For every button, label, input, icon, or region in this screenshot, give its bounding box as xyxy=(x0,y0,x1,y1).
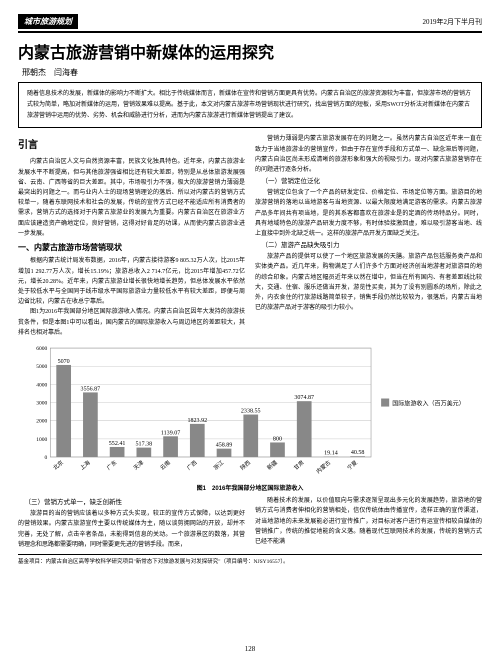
body-columns-top: 引言 内蒙古自治区人文与自然资源丰富，民族文化独具特色。近年来，内蒙古旅游业发展… xyxy=(18,134,482,338)
page-number: 128 xyxy=(0,645,500,653)
svg-text:4000: 4000 xyxy=(36,382,47,388)
abstract-text: 随着信息技术的发展，新媒体的影响力不断扩大。相比于传统媒体而言，新媒体在宣传和营… xyxy=(27,91,471,119)
footer-note: 基金项目：内蒙古自治区高等学校科学研究项目"新常态下对旅游发展与对发探研究"（项… xyxy=(18,554,482,567)
svg-text:天津: 天津 xyxy=(132,459,145,472)
sub-3-heading: （三）营销方式单一，缺乏创新性 xyxy=(18,497,245,508)
section-1-p1: 根据内蒙古统计局发布数据，2016年，内蒙古接待游客9 805.32万人次，比2… xyxy=(18,256,245,307)
article-title: 内蒙古旅游营销中新媒体的运用探究 xyxy=(18,39,482,63)
svg-text:内蒙古: 内蒙古 xyxy=(314,458,332,475)
bottom-left-body: 旅游目的当的营销应该着以多种方式头实现，较正的宣传方式保障，以达到更好的营销效果… xyxy=(18,509,245,550)
svg-text:新疆: 新疆 xyxy=(265,458,279,472)
svg-text:1000: 1000 xyxy=(36,437,47,443)
intro-body: 内蒙古自治区人文与自然资源丰富，民族文化独具特色。近年来，内蒙古旅游业发展水平不… xyxy=(18,157,245,239)
page-header: 城市旅游规划 2019年2月下半月刊 xyxy=(18,14,482,33)
svg-text:40.58: 40.58 xyxy=(351,450,365,456)
right-column: 营销力薄弱是内蒙古旅游发展存在的问题之一。虽然内蒙古自治区近年来一直在致力于当地… xyxy=(255,134,482,338)
intro-heading: 引言 xyxy=(18,137,245,154)
sub-2-heading: （二）旅游产品缺失吸引力 xyxy=(255,240,482,251)
svg-text:广东: 广东 xyxy=(105,458,119,472)
section-1-p2: 图1为2016年我国部分地区国际旅游收入情况。内蒙古自治区因年大发持的旅游扶贫条… xyxy=(18,307,245,338)
right-p1: 营销定位包含了一个产品的研发定位、价格定位、市场定位等方面。旅游目的地旅游营销的… xyxy=(255,188,482,239)
svg-text:3556.87: 3556.87 xyxy=(81,386,101,392)
svg-text:517.38: 517.38 xyxy=(136,442,153,448)
svg-text:北京: 北京 xyxy=(51,458,65,472)
right-p2: 旅游产品的提供可以使了一个地区旅游发展的天膳。旅游产品包括服务类产品和实体类产品… xyxy=(255,252,482,313)
svg-text:6000: 6000 xyxy=(36,346,47,352)
svg-text:3000: 3000 xyxy=(36,401,47,407)
left-column: 引言 内蒙古自治区人文与自然资源丰富，民族文化独具特色。近年来，内蒙古旅游业发展… xyxy=(18,134,245,338)
svg-text:宁夏: 宁夏 xyxy=(345,458,359,472)
svg-text:2000: 2000 xyxy=(36,419,47,425)
svg-text:陕西: 陕西 xyxy=(238,458,252,472)
svg-text:上海: 上海 xyxy=(78,458,92,472)
sub-1-heading: （一）营销定位泛化 xyxy=(255,176,482,187)
svg-text:552.41: 552.41 xyxy=(109,441,126,447)
svg-text:0: 0 xyxy=(45,455,48,461)
svg-text:1823.92: 1823.92 xyxy=(187,418,207,424)
bottom-right-column: 随着技术的发展，以价值取向与需求逐渐呈现出多元化的发展趋势，旅游地的营销方式与消… xyxy=(255,496,482,550)
svg-text:2338.55: 2338.55 xyxy=(241,409,261,415)
svg-text:458.89: 458.89 xyxy=(216,443,233,449)
section-1-heading: 一、内蒙古旅游市场营销现状 xyxy=(18,241,245,255)
svg-text:3074.87: 3074.87 xyxy=(294,395,314,401)
body-columns-bottom: （三）营销方式单一，缺乏创新性 旅游目的当的营销应该着以多种方式头实现，较正的宣… xyxy=(18,496,482,550)
chart-caption: 图1 2016年我国部分地区国际旅游收入 xyxy=(18,483,482,492)
svg-text:云南: 云南 xyxy=(158,458,172,472)
svg-text:国际旅游收入（百万美元）: 国际旅游收入（百万美元） xyxy=(392,400,465,408)
svg-text:1139.07: 1139.07 xyxy=(161,430,180,436)
svg-text:甘肃: 甘肃 xyxy=(292,458,306,472)
section-tag: 城市旅游规划 xyxy=(18,14,78,29)
svg-text:广西: 广西 xyxy=(185,458,199,472)
bottom-right-body: 随着技术的发展，以价值取向与需求逐渐呈现出多元化的发展趋势，旅游地的营销方式与消… xyxy=(255,496,482,547)
svg-text:5070: 5070 xyxy=(58,359,70,365)
bar-chart-svg: 0 1000 2000 3000 4000 5000 6000 5070 北京 3556.87 上海… xyxy=(18,340,482,481)
right-p0: 营销力薄弱是内蒙古旅游发展存在的问题之一。虽然内蒙古自治区近年来一直在致力于当地… xyxy=(255,134,482,175)
svg-text:800: 800 xyxy=(273,436,282,442)
abstract-box: 随着信息技术的发展，新媒体的影响力不断扩大。相比于传统媒体而言，新媒体在宣传和营… xyxy=(18,82,482,128)
chart-figure: 0 1000 2000 3000 4000 5000 6000 5070 北京 3556.87 上海… xyxy=(18,340,482,492)
svg-text:19.14: 19.14 xyxy=(324,451,338,457)
issue-date: 2019年2月下半月刊 xyxy=(423,17,483,27)
bottom-left-column: （三）营销方式单一，缺乏创新性 旅游目的当的营销应该着以多种方式头实现，较正的宣… xyxy=(18,496,245,550)
svg-text:5000: 5000 xyxy=(36,364,47,370)
svg-text:浙江: 浙江 xyxy=(212,458,226,472)
authors: 邢朝杰 闫海春 xyxy=(18,67,482,78)
